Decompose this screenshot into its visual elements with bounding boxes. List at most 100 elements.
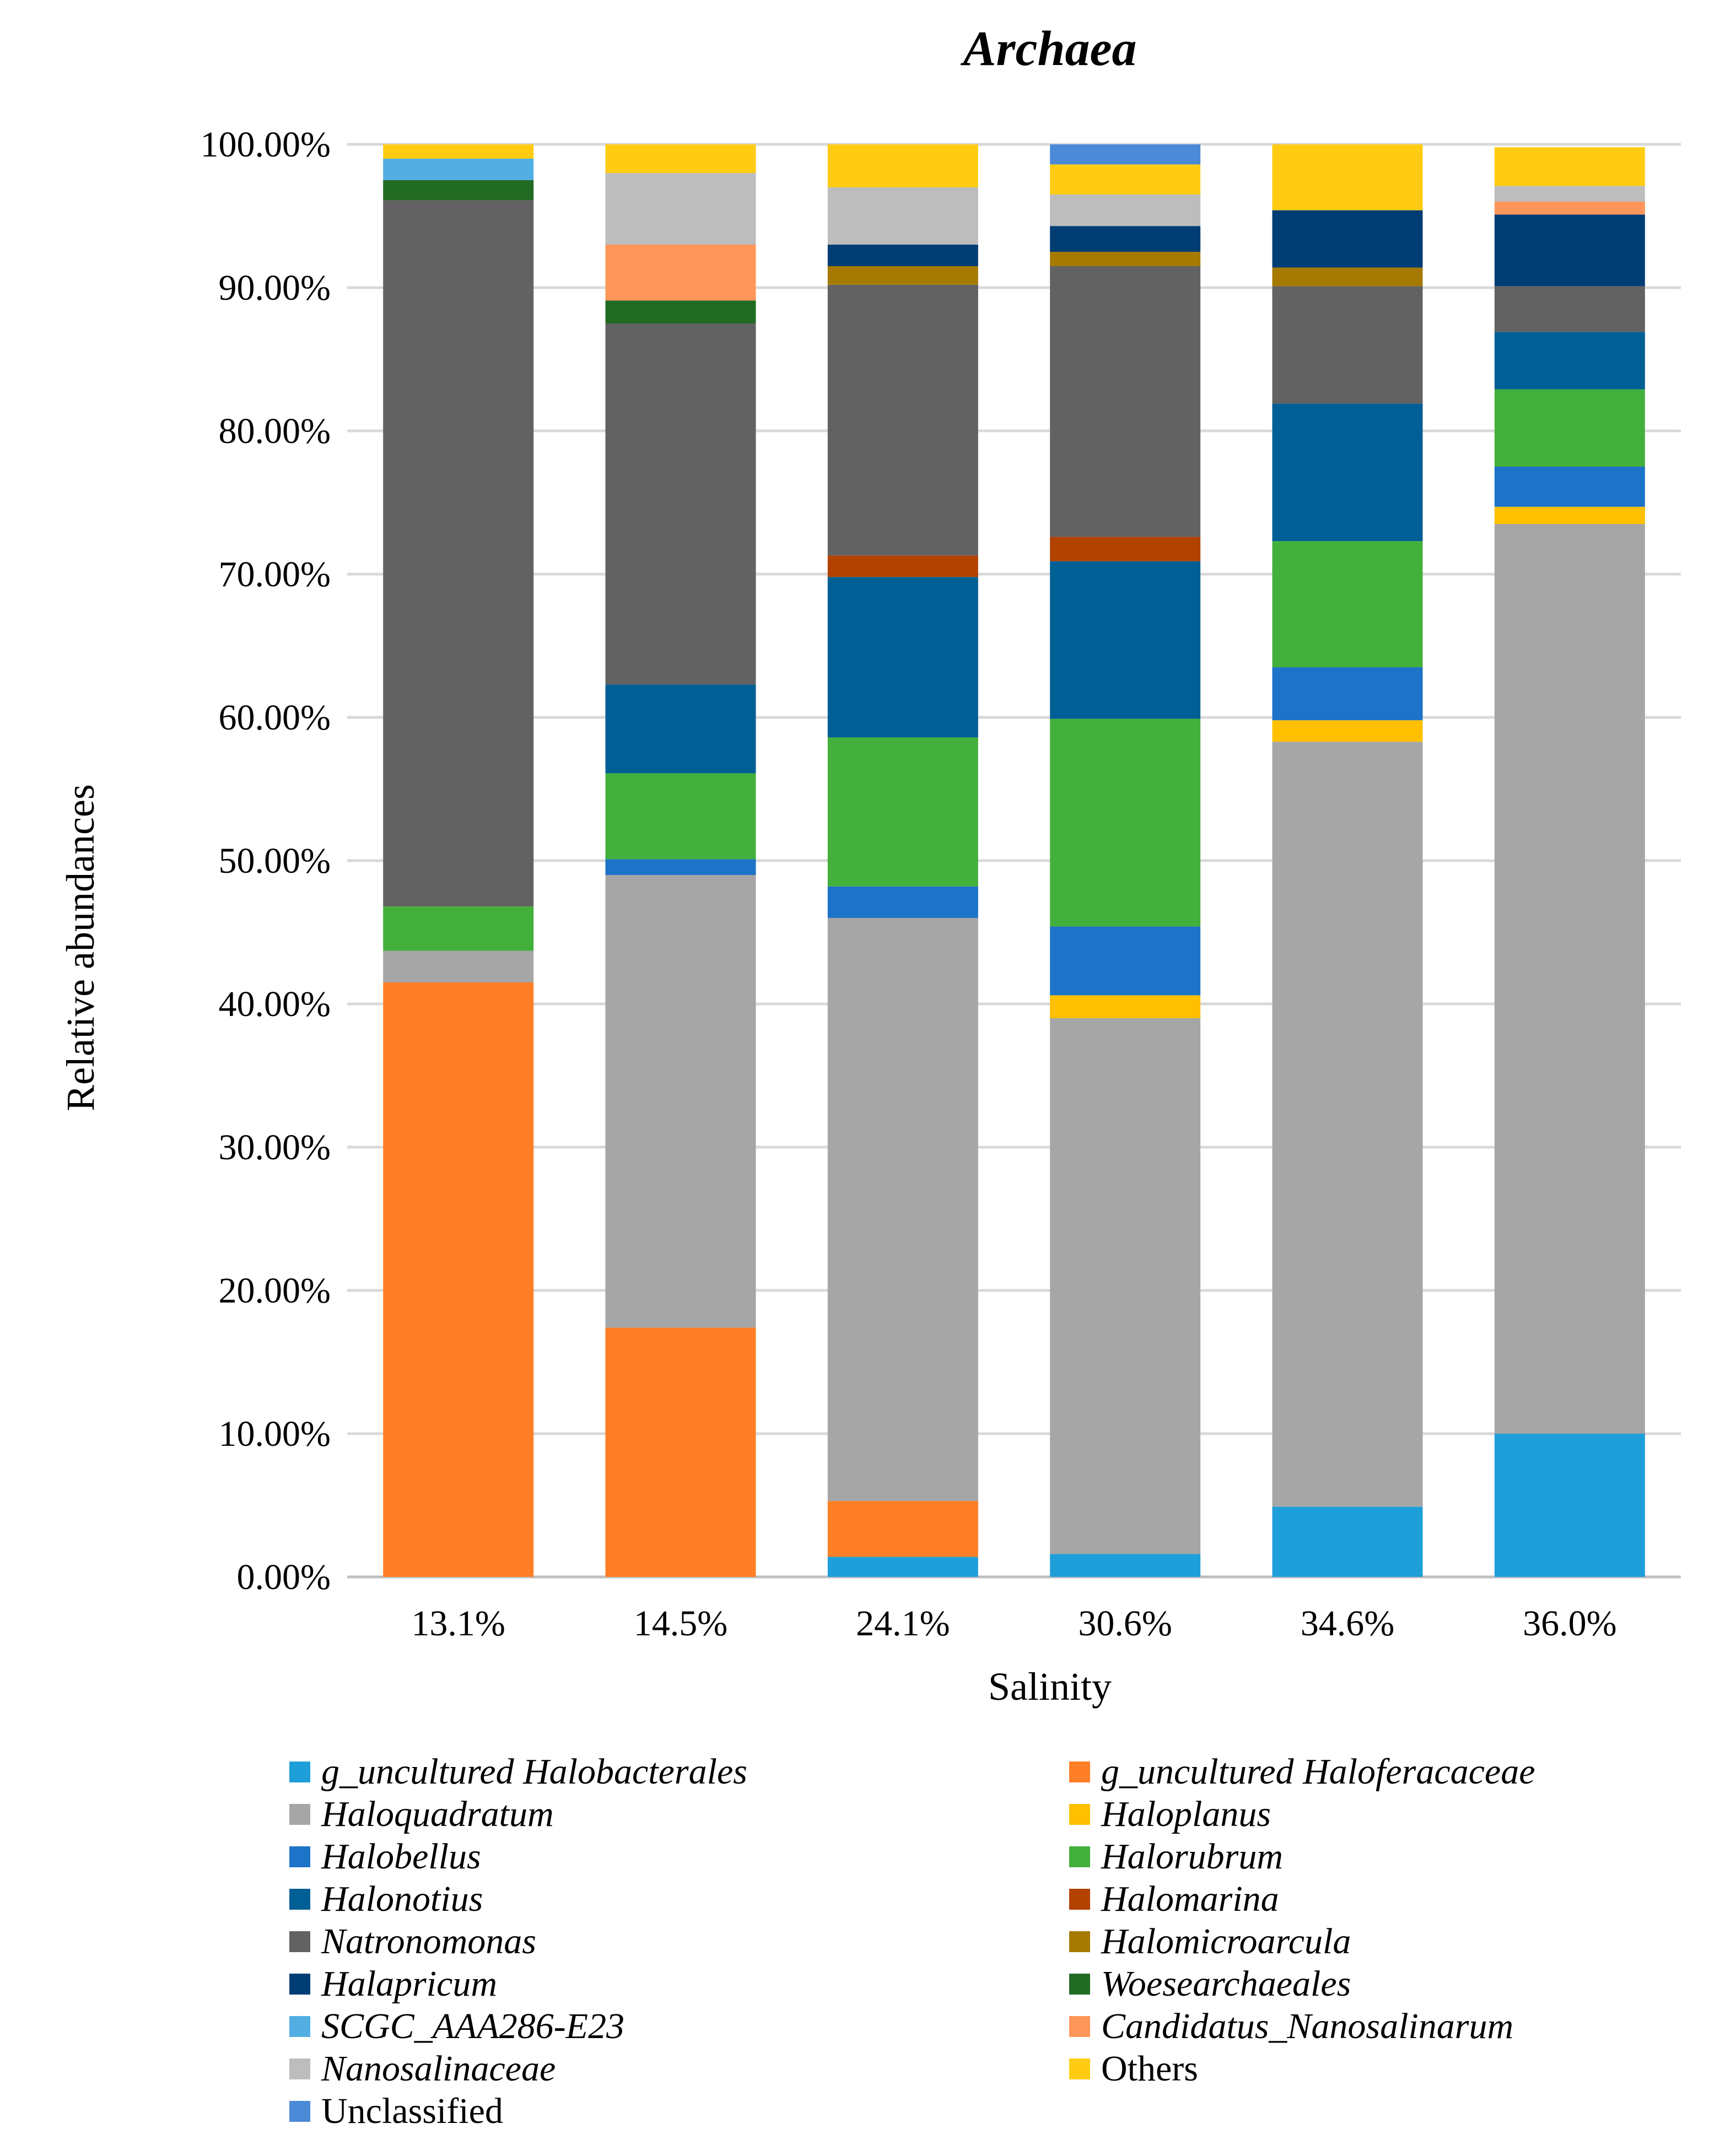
bar-segment: [827, 144, 978, 187]
bar-segment: [605, 300, 756, 323]
y-tick-label: 60.00%: [219, 698, 331, 738]
y-axis-ticks: 0.00% 10.00% 20.00% 30.00% 40.00% 50.00% 60.00…: [201, 125, 331, 1597]
legend-label: Haloplanus: [1101, 1794, 1271, 1834]
bar-segment: [1494, 202, 1645, 215]
chart-title: Archaea: [961, 21, 1137, 76]
legend-label: Haloquadratum: [321, 1794, 554, 1834]
bar-segment: [1050, 164, 1201, 194]
bar-segment: [827, 737, 978, 887]
legend-label: g_uncultured Haloferacaceae: [1101, 1752, 1535, 1792]
x-tick-label: 24.1%: [856, 1603, 950, 1644]
legend-item: Nanosalinaceae: [289, 2048, 556, 2090]
bar-stack: [827, 144, 978, 1577]
bar-segment: [1050, 1018, 1201, 1554]
legend-swatch: [1069, 2016, 1090, 2037]
bar-segment: [827, 577, 978, 738]
legend-label: Halomicroarcula: [1101, 1921, 1351, 1962]
legend-label: Candidatus_Nanosalinarum: [1101, 2006, 1514, 2046]
legend-label: Halapricum: [321, 1964, 497, 2004]
x-axis-label: Salinity: [988, 1665, 1112, 1709]
legend-swatch: [1069, 2058, 1090, 2079]
legend-label: Nanosalinaceae: [321, 2049, 556, 2089]
bar-segment: [383, 200, 534, 907]
legend-item: g_uncultured Halobacterales: [289, 1751, 747, 1793]
bar-stack: [1050, 144, 1201, 1577]
legend-item: Halonotius: [289, 1878, 483, 1920]
gridlines: [347, 143, 1681, 1579]
legend-label: Others: [1101, 2049, 1198, 2089]
y-tick-label: 30.00%: [219, 1127, 331, 1168]
legend-swatch: [1069, 1761, 1090, 1782]
legend-item: Haloquadratum: [289, 1793, 554, 1835]
legend-item: Halapricum: [289, 1963, 497, 2005]
bar-segment: [1050, 194, 1201, 226]
bar-segment: [1494, 147, 1645, 186]
legend-label: g_uncultured Halobacterales: [321, 1752, 747, 1792]
legend-swatch: [289, 1931, 310, 1952]
legend: g_uncultured Halobacterales g_uncultured …: [289, 1751, 1700, 2148]
bar-segment: [1272, 541, 1423, 667]
legend-item: Candidatus_Nanosalinarum: [1069, 2006, 1513, 2047]
bar-segment: [1494, 506, 1645, 524]
x-tick-label: 14.5%: [634, 1603, 727, 1644]
bar-segment: [1050, 561, 1201, 719]
bar-segment: [605, 144, 756, 173]
y-tick-label: 70.00%: [219, 554, 331, 595]
bar-segment: [1050, 537, 1201, 561]
bar-segment: [383, 159, 534, 180]
bar-segment: [1494, 214, 1645, 287]
x-tick-label: 13.1%: [411, 1603, 505, 1644]
bar-segment: [827, 187, 978, 245]
legend-swatch: [1069, 1974, 1090, 1995]
bar-segment: [1272, 403, 1423, 542]
bar-stack: [383, 144, 534, 1577]
bar-segment: [1272, 267, 1423, 287]
bar-segment: [383, 982, 534, 1577]
bar-segment: [1050, 144, 1201, 165]
bar-segment: [383, 906, 534, 951]
bar-segment: [1494, 1434, 1645, 1577]
y-axis-label: Relative abundances: [58, 784, 103, 1111]
bar-segment: [1050, 1554, 1201, 1577]
legend-swatch: [1069, 1931, 1090, 1952]
bar-segment: [605, 173, 756, 245]
y-tick-label: 80.00%: [219, 411, 331, 451]
legend-item: Others: [1069, 2048, 1198, 2090]
bar-segment: [1494, 389, 1645, 467]
bar-segment: [1272, 720, 1423, 742]
bar-segment: [383, 180, 534, 201]
bar-segment: [605, 773, 756, 860]
bar-segment: [827, 284, 978, 556]
bar-stacks: [383, 144, 1645, 1577]
bar-segment: [827, 266, 978, 285]
legend-item: Halomicroarcula: [1069, 1921, 1351, 1963]
y-tick-label: 90.00%: [219, 268, 331, 308]
bar-stack: [1272, 144, 1423, 1577]
legend-item: Unclassified: [289, 2090, 503, 2132]
bar-segment: [1050, 926, 1201, 996]
y-tick-label: 100.00%: [201, 125, 331, 165]
x-axis-ticks: 13.1% 14.5% 24.1% 30.6% 34.6% 36.0%: [411, 1603, 1616, 1644]
legend-label: Halomarina: [1101, 1879, 1279, 1919]
legend-swatch: [289, 1974, 310, 1995]
legend-label: Halobellus: [321, 1836, 481, 1877]
bar-segment: [827, 918, 978, 1501]
bar-segment: [827, 886, 978, 918]
legend-swatch: [289, 1761, 310, 1782]
legend-swatch: [289, 1846, 310, 1867]
legend-item: Haloplanus: [1069, 1793, 1271, 1835]
bar-segment: [605, 859, 756, 875]
bar-segment: [1494, 467, 1645, 507]
bar-stack: [605, 144, 756, 1577]
bar-segment: [1494, 186, 1645, 202]
legend-item: Halorubrum: [1069, 1836, 1283, 1878]
bar-segment: [605, 245, 756, 301]
bar-segment: [1272, 144, 1423, 210]
bar-segment: [1050, 995, 1201, 1018]
legend-label: Natronomonas: [321, 1921, 536, 1962]
bar-segment: [605, 323, 756, 685]
bar-segment: [1050, 252, 1201, 266]
legend-item: g_uncultured Haloferacaceae: [1069, 1751, 1535, 1793]
y-tick-label: 10.00%: [219, 1414, 331, 1454]
x-tick-label: 36.0%: [1523, 1603, 1616, 1644]
